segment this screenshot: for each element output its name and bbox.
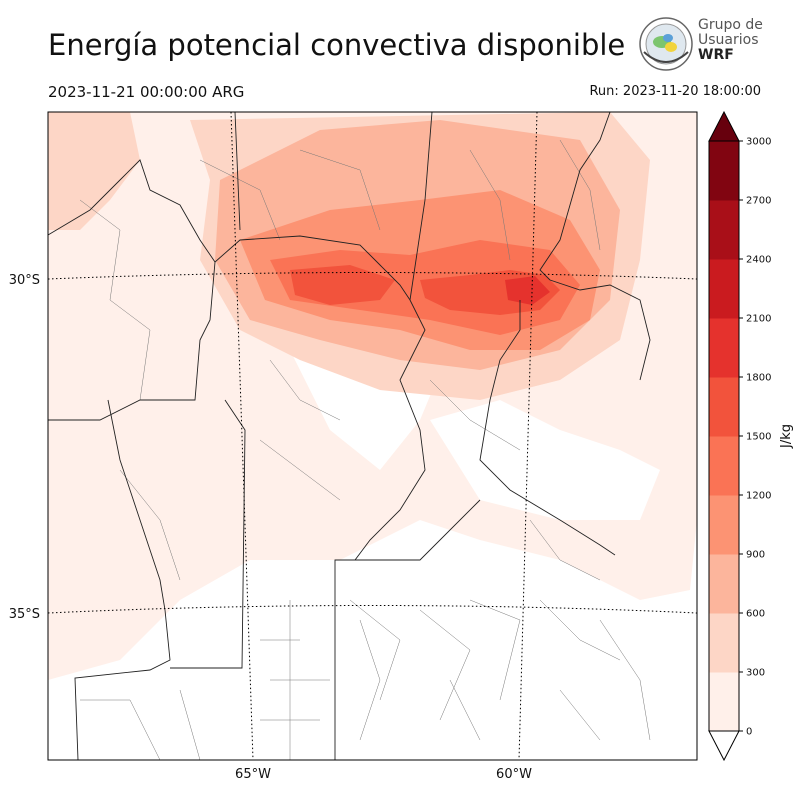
map-area [48,112,697,760]
colorbar-band [709,436,739,496]
map-frame [47,111,698,761]
map-title: Energía potencial convectiva disponible [48,28,626,62]
logo-line-1: Grupo de [698,17,763,33]
colorbar-tick-label: 600 [746,609,765,620]
colorbar-tick-label: 1800 [746,373,771,384]
run-time: Run: 2023-11-20 18:00:00 [589,84,761,99]
wrf-logo: Grupo de Usuarios WRF [638,16,763,72]
lat-label-35s: 35°S [9,607,40,622]
colorbar-band [709,495,739,555]
colorbar-tick-label: 1500 [746,432,771,443]
valid-time: 2023-11-21 00:00:00 ARG [48,83,245,101]
colorbar-tick-label: 2400 [746,255,771,266]
lon-label-60w: 60°W [496,767,532,782]
colorbar-unit-label: J/kg [779,424,794,449]
boundaries [48,112,651,760]
colorbar-tick-label: 0 [746,727,752,738]
colorbar-tick-label: 3000 [746,137,771,148]
colorbar-over-triangle [708,110,740,142]
globe-seal-icon [639,17,693,71]
colorbar-band [709,318,739,378]
logo-line-2: Usuarios [698,32,759,48]
colorbar-tick-label: 2100 [746,314,771,325]
colorbar-band [709,554,739,614]
colorbar-band [709,200,739,260]
colorbar-under-triangle [708,730,740,762]
colorbar-band [709,259,739,319]
colorbar-band [709,141,739,201]
colorbar-band [709,613,739,673]
colorbar: 0 300 600 900 1200 1500 1800 2100 2400 2700 3000 J… [708,110,794,762]
logo-line-3: WRF [698,47,734,63]
colorbar-tick-label: 1200 [746,491,771,502]
lon-label-65w: 65°W [235,767,271,782]
colorbar-tick-label: 900 [746,550,765,561]
graticule [48,112,697,760]
lat-label-30s: 30°S [9,273,40,288]
colorbar-tick-label: 2700 [746,196,771,207]
colorbar-tick-label: 300 [746,668,765,679]
colorbar-band [709,672,739,732]
colorbar-band [709,377,739,437]
